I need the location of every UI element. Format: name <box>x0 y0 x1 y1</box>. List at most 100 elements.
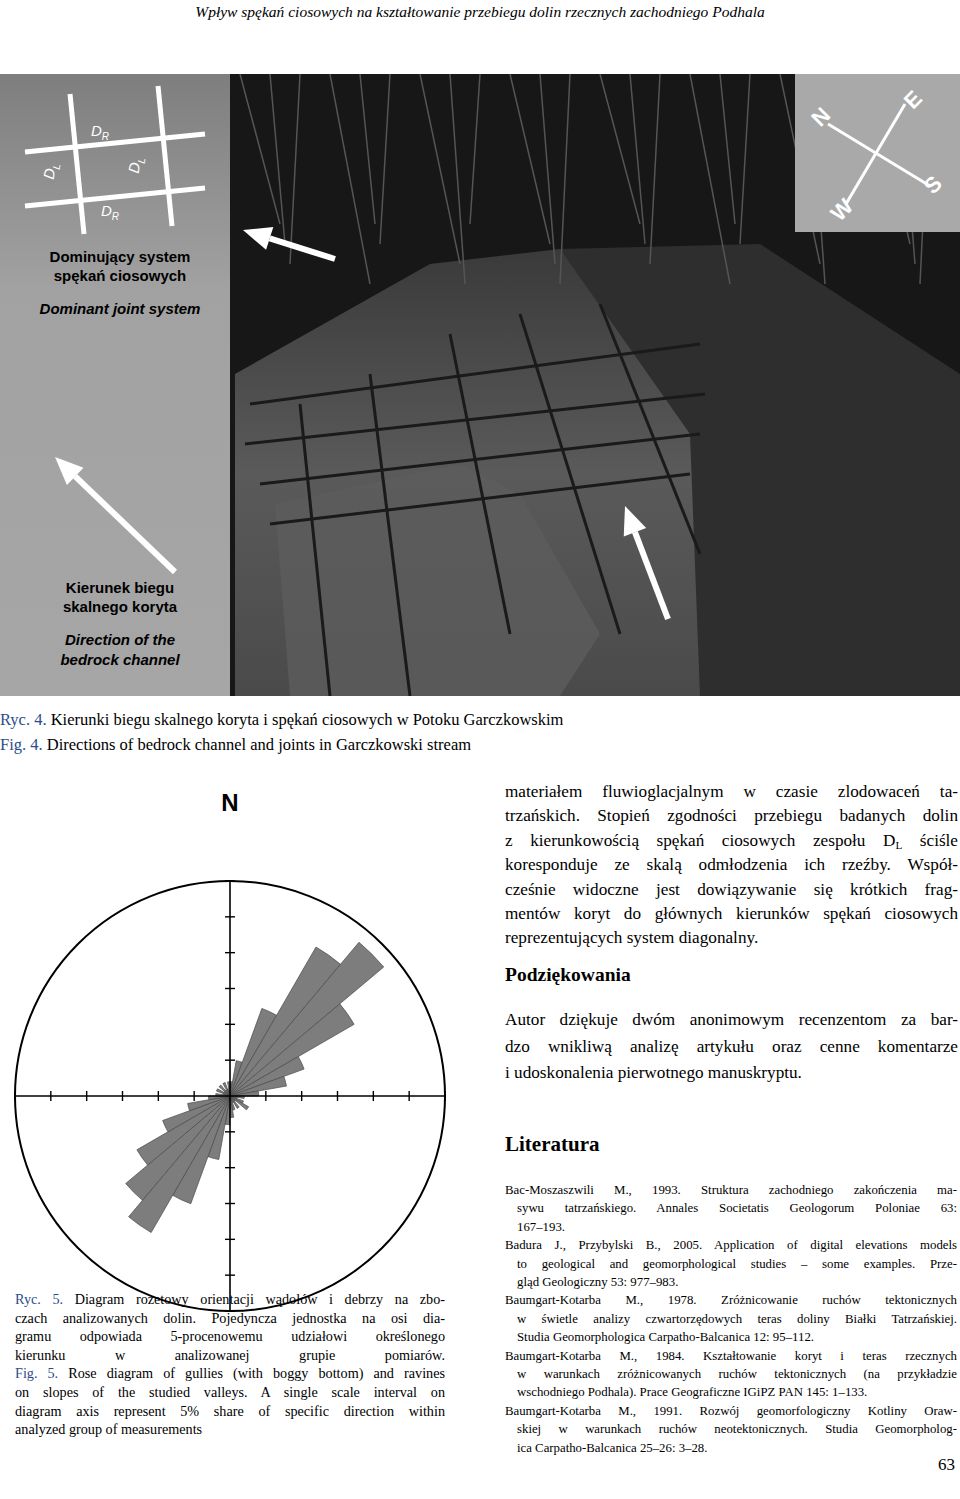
legend-text: Dominujący system <box>50 248 191 265</box>
twig <box>600 74 640 224</box>
body-line: koresponduje ze skalą odmłodzenia ich rz… <box>505 853 958 877</box>
body-line: trzańskich. Stopień zgodności przebiegu … <box>505 804 958 828</box>
text: reprezentujących system diagonalny. <box>505 928 758 947</box>
axis-tick <box>122 1091 123 1101</box>
twig <box>270 74 285 244</box>
figure-caption: Ryc. 5. Diagram rozetowy orientacji wądo… <box>15 1290 445 1309</box>
reference-line: to geological and geomorphological studi… <box>517 1255 957 1273</box>
figure-4: DRDLDLDRDominujący systemspękań ciosowyc… <box>0 74 960 696</box>
figure-caption: czach analizowanych dolin. Pojedyncza je… <box>15 1309 445 1328</box>
twig <box>240 74 280 224</box>
twig <box>290 74 300 264</box>
axis-tick <box>225 988 235 989</box>
text: gramu odpowiada 5-procenowemu udziałowi … <box>15 1328 445 1344</box>
compass-box <box>795 74 960 232</box>
figure-label: Fig. 5. <box>15 1365 58 1381</box>
body-line: i udoskonalenia pierwotnego manuskryptu. <box>505 1060 958 1087</box>
rose-wedge <box>163 1096 230 1132</box>
joint-crack <box>520 314 620 634</box>
joint-label-sub: R <box>112 211 119 222</box>
axis-tick <box>265 1091 266 1101</box>
rose-wedge <box>230 1004 354 1096</box>
joint-crack <box>450 334 510 634</box>
axis-tick <box>337 1091 338 1101</box>
axis-tick <box>301 1091 302 1101</box>
joint-crack <box>245 394 705 444</box>
reference-line: 167–193. <box>517 1218 957 1236</box>
joint-label-main: D <box>91 122 102 139</box>
text: ściśle <box>902 831 958 850</box>
body-line: z kierunkowością spękań ciosowych zespoł… <box>505 829 958 853</box>
figure-label: Ryc. 5. <box>15 1291 63 1307</box>
text: Kierunki biegu skalnego koryta i spękań … <box>47 710 564 729</box>
body-line: cześnie widoczne jest dowiązywanie się k… <box>505 878 958 902</box>
body-line: Autor dziękuje dwóm anonimowym recenzent… <box>505 1007 958 1034</box>
text: kierunku w analizowanej grupie pomiarów. <box>15 1347 445 1363</box>
rock-face <box>275 464 600 696</box>
joint-label: DL <box>40 161 63 181</box>
axis-tick <box>225 1131 235 1132</box>
joint-crack <box>600 304 700 554</box>
compass-label: S <box>919 171 947 199</box>
text: analyzed group of measurements <box>15 1421 202 1437</box>
reference-line: Baumgart-Kotarba M., 1978. Zróżnicowanie… <box>505 1291 957 1309</box>
joint-crack <box>250 344 700 404</box>
channel-arrow <box>75 476 175 572</box>
rose-wedge <box>230 1076 286 1096</box>
water <box>560 244 960 696</box>
north-label: N <box>221 789 238 816</box>
channel-arrow <box>635 532 668 619</box>
legend-text: skalnego koryta <box>63 598 178 615</box>
reference-line: w świetle analizy czwartorzędowych teras… <box>517 1310 957 1328</box>
rose-wedge <box>223 1083 230 1096</box>
rose-wedge <box>230 942 384 1096</box>
range-circle <box>15 881 445 1311</box>
reference-line: Baumgart-Kotarba M., 1984. Kształtowanie… <box>505 1347 957 1365</box>
axis-tick <box>373 1091 374 1101</box>
body-line: reprezentujących system diagonalny. <box>505 926 958 950</box>
joint-label-sub: L <box>51 163 63 170</box>
figure-caption: Fig. 4. Directions of bedrock channel an… <box>0 734 960 756</box>
rose-wedge <box>126 1096 230 1200</box>
figure-caption: analyzed group of measurements <box>15 1420 445 1439</box>
section-heading: Podziękowania <box>505 962 631 988</box>
reference-line: skiej w warunkach ruchów neotektonicznyc… <box>517 1420 957 1438</box>
axis-tick <box>408 1091 409 1101</box>
axis-line <box>229 881 231 1311</box>
twig <box>630 74 645 244</box>
channel-arrow-head <box>55 457 84 485</box>
figure-caption: Ryc. 4. Kierunki biegu skalnego koryta i… <box>0 709 960 731</box>
running-header: Wpływ spękań ciosowych na kształtowanie … <box>0 2 960 22</box>
compass-label: E <box>899 86 927 114</box>
axis-tick <box>225 1203 235 1204</box>
text: Rose diagram of gullies (with boggy bott… <box>58 1365 445 1381</box>
figure-caption: diagram axis represent 5% share of speci… <box>15 1402 445 1421</box>
text: Autor dziękuje dwóm anonimowym recenzent… <box>505 1010 958 1029</box>
text: cześnie widoczne jest dowiązywanie się k… <box>505 880 958 899</box>
rose-wedge <box>129 1096 230 1233</box>
figure-caption: gramu odpowiada 5-procenowemu udziałowi … <box>15 1327 445 1346</box>
axis-tick <box>225 1167 235 1168</box>
text: i udoskonalenia pierwotnego manuskryptu. <box>505 1063 802 1082</box>
axis-tick <box>14 1091 15 1101</box>
twig <box>540 74 555 264</box>
text: czach analizowanych dolin. Pojedyncza je… <box>15 1310 445 1326</box>
figure-caption: kierunku w analizowanej grupie pomiarów. <box>15 1346 445 1365</box>
legend-text: Dominant joint system <box>40 300 201 317</box>
joint-label: DR <box>91 122 109 142</box>
compass-label: W <box>826 193 859 226</box>
compass-line <box>828 124 930 186</box>
reference-line: Badura J., Przybylski B., 2005. Applicat… <box>505 1236 957 1254</box>
reference-line: Baumgart-Kotarba M., 1991. Rozwój geomor… <box>505 1402 957 1420</box>
page: {"page": { "running_header": "Wpływ spęk… <box>0 0 960 1499</box>
twig <box>330 74 370 284</box>
body-line: dzo wnikliwą analizę artykułu oraz cenne… <box>505 1034 958 1061</box>
axis-tick <box>225 1059 235 1060</box>
page-number: 63 <box>938 1454 955 1476</box>
text: mentów koryt do głównych kierunków spęka… <box>505 904 958 923</box>
reference-line: Studia Geomorphologica Carpatho-Balcanic… <box>517 1328 957 1346</box>
text: dzo wnikliwą analizę artykułu oraz cenne… <box>505 1037 958 1056</box>
joint-line <box>25 188 205 206</box>
wedges <box>126 942 384 1232</box>
joint-label: DR <box>101 202 119 222</box>
